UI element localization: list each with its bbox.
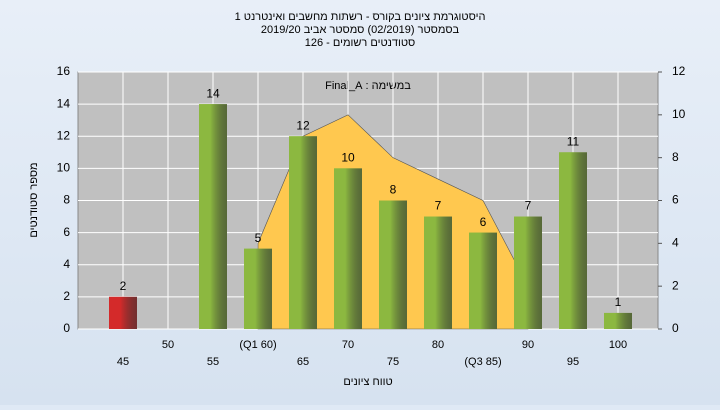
chart-title: היסטוגרמת ציונים בקורס - רשתות מחשבים וא… xyxy=(235,11,486,23)
y2-tick-label: 6 xyxy=(672,193,679,207)
bar-shade xyxy=(109,296,137,329)
y-tick-label: 14 xyxy=(57,96,71,110)
data-label: 1 xyxy=(615,295,622,309)
data-label: 8 xyxy=(390,183,397,197)
x-tick-label: 65 xyxy=(297,356,309,368)
y-tick-label: 8 xyxy=(63,193,70,207)
y-tick-label: 10 xyxy=(57,161,71,175)
x-tick-label: 95 xyxy=(567,356,579,368)
x-tick-label: 100 xyxy=(609,339,627,351)
x-tick-label: 50 xyxy=(162,339,174,351)
y2-tick-label: 8 xyxy=(672,150,679,164)
y2-tick-label: 10 xyxy=(672,107,686,121)
data-label: 10 xyxy=(341,151,355,165)
y2-tick-label: 2 xyxy=(672,278,679,292)
bar-shade xyxy=(289,136,317,329)
data-label: 7 xyxy=(435,199,442,213)
y-tick-label: 6 xyxy=(63,225,70,239)
data-label: 11 xyxy=(567,134,580,148)
bar-shade xyxy=(334,168,362,329)
x-axis-label: טווח ציונים xyxy=(343,376,392,388)
x-tick-label: 75 xyxy=(387,356,399,368)
data-label: 7 xyxy=(525,199,532,213)
bar-shade xyxy=(244,248,272,329)
y-tick-label: 4 xyxy=(63,257,70,271)
y-tick-label: 16 xyxy=(57,64,71,78)
annotation: במשימה : Final_A xyxy=(325,80,411,92)
x-tick-label: 80 xyxy=(432,339,444,351)
x-tick-label: 55 xyxy=(207,356,219,368)
data-label: 2 xyxy=(120,279,127,293)
bar-shade xyxy=(424,216,452,329)
data-label: 12 xyxy=(296,118,310,132)
x-tick-label: 70 xyxy=(342,339,354,351)
x-tick-label: 45 xyxy=(117,356,129,368)
bar-shade xyxy=(379,200,407,329)
data-label: 14 xyxy=(206,86,220,100)
data-label: 5 xyxy=(255,231,262,245)
y2-tick-label: 0 xyxy=(672,321,679,335)
x-tick-label: (Q3 85) xyxy=(464,356,501,368)
x-tick-label: (Q1 60) xyxy=(239,339,276,351)
y-axis-label: מספר סטודנטים xyxy=(28,162,40,237)
bar-shade xyxy=(604,312,632,329)
x-tick-label: 90 xyxy=(522,339,534,351)
data-label: 6 xyxy=(480,215,487,229)
bar-shade xyxy=(559,152,587,329)
y-tick-label: 2 xyxy=(63,289,70,303)
chart-subtitle: סטודנטים רשומים - 126 xyxy=(305,37,416,49)
bar-shade xyxy=(514,216,542,329)
y2-tick-label: 12 xyxy=(672,64,686,78)
y-tick-label: 12 xyxy=(57,128,71,142)
y2-tick-label: 4 xyxy=(672,236,679,250)
y-tick-label: 0 xyxy=(63,321,70,335)
bar-shade xyxy=(469,232,497,329)
chart-subtitle: בסמסטר (02/2019) סמסטר אביב 2019/20 xyxy=(261,24,460,36)
bar-shade xyxy=(199,104,227,329)
